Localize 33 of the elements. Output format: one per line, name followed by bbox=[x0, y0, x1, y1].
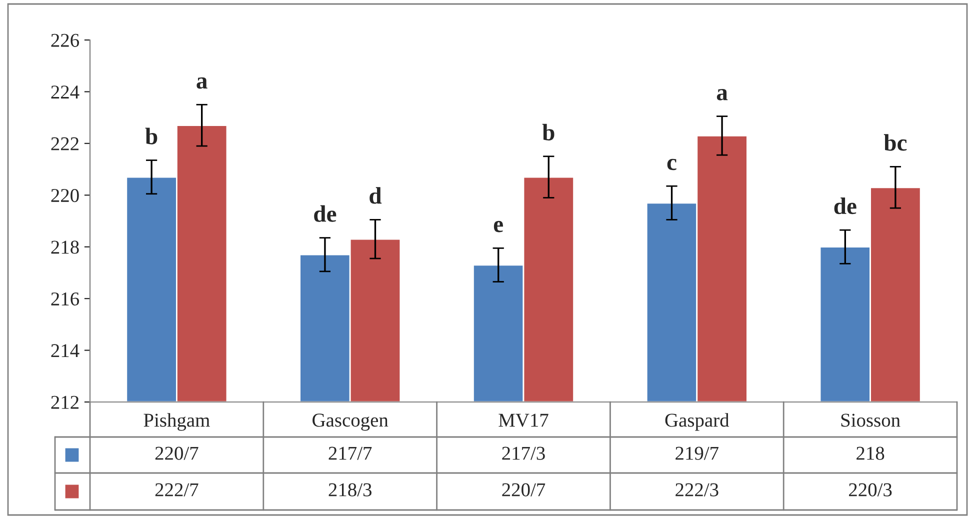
data-label: 220/3 bbox=[849, 483, 892, 496]
data-label: 217/3 bbox=[502, 446, 545, 460]
data-label: 220/7 bbox=[155, 446, 198, 460]
y-tick-label: 224 bbox=[51, 86, 80, 98]
y-tick-label: 226 bbox=[51, 34, 80, 47]
y-tick-label: 220 bbox=[51, 188, 79, 202]
x-tick-label: Gascogen bbox=[312, 414, 388, 431]
x-tick-label: Gaspard bbox=[665, 413, 730, 431]
annotation: d bbox=[370, 187, 382, 204]
annotation: de bbox=[314, 205, 336, 222]
x-tick-label: MV17 bbox=[498, 414, 548, 427]
y-tick-label: 218 bbox=[51, 240, 79, 254]
x-tick-label: Pishgam bbox=[144, 413, 210, 431]
annotation: e bbox=[494, 220, 503, 232]
data-label: 219/7 bbox=[676, 446, 718, 460]
annotation: de bbox=[834, 198, 856, 214]
annotation: a bbox=[196, 77, 208, 89]
data-label: 222/3 bbox=[676, 483, 718, 496]
data-label: 218 bbox=[856, 446, 884, 460]
annotation: bc bbox=[884, 134, 907, 151]
data-label: 218/3 bbox=[328, 483, 372, 496]
x-tick-label: Siosson bbox=[841, 414, 900, 427]
data-label: 222/7 bbox=[155, 483, 198, 496]
annotation: b bbox=[542, 124, 554, 140]
y-tick-label: 216 bbox=[51, 292, 80, 306]
y-tick-label: 214 bbox=[51, 344, 80, 358]
annotation: a bbox=[716, 89, 728, 100]
data-label: 217/7 bbox=[328, 446, 372, 460]
annotation: c bbox=[667, 158, 676, 170]
annotation: b bbox=[145, 128, 158, 144]
data-label: 220/7 bbox=[502, 483, 546, 496]
y-tick-label: 222 bbox=[51, 137, 79, 150]
y-tick-label: 212 bbox=[51, 396, 79, 409]
